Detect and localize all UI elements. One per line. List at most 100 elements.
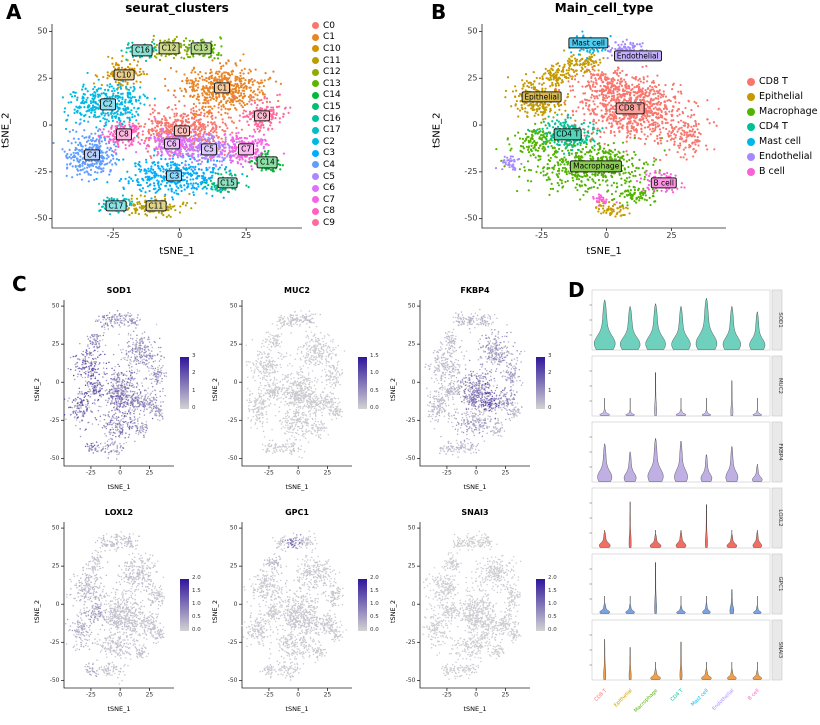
cluster-label: C4: [83, 149, 100, 161]
colorbar-tick: 2.0: [192, 575, 201, 581]
legend-label: C16: [323, 113, 341, 124]
legend-item: C2: [312, 136, 341, 148]
gene-strip: [771, 421, 783, 483]
legend-swatch: [312, 33, 319, 41]
legend-label: CD8 T: [759, 76, 788, 87]
gene-strip: [771, 487, 783, 549]
legend-item: C4: [312, 159, 341, 171]
violin: [695, 297, 718, 350]
cluster-label: CD8 T: [615, 102, 645, 114]
violin: [597, 443, 613, 482]
legend-swatch: [747, 137, 755, 146]
legend-swatch: [312, 115, 319, 123]
feature-plot-area: [400, 296, 532, 482]
violin: [628, 501, 632, 548]
violin: [599, 602, 610, 614]
colorbar-tick: 1.5: [370, 353, 379, 359]
violin: [729, 589, 734, 614]
feature-xlabel: tSNE_1: [285, 483, 309, 491]
violin: [701, 668, 712, 680]
legend-label: C15: [323, 101, 341, 112]
violin: [727, 668, 737, 680]
legend-label: C2: [323, 136, 336, 147]
cluster-label: C14: [257, 156, 278, 169]
legend-swatch: [747, 107, 755, 116]
category-label: CD4 T: [670, 687, 686, 703]
legend-label: C7: [323, 194, 336, 205]
gene-strip: [771, 355, 783, 417]
category-label: B cell: [747, 688, 761, 702]
cluster-label: C3: [166, 169, 183, 182]
panel-a: A seurat_clusters tSNE_2 C0 C1 C2 C3 C4 C5 C6 C…: [0, 0, 415, 265]
cluster-label: C2: [99, 98, 116, 111]
violin: [674, 440, 688, 482]
colorbar-tick: 1: [192, 387, 196, 394]
legend-item: C14: [312, 90, 341, 102]
colorbar-tick: 2.0: [548, 575, 557, 581]
feature-title: FKBP4: [460, 286, 490, 295]
legend-label: C17: [323, 125, 341, 136]
panel-b-title: Main_cell_type: [554, 1, 654, 15]
violin: [675, 530, 687, 548]
legend-swatch: [312, 103, 319, 111]
feature-ylabel: tSNE_2: [211, 377, 219, 401]
violin: [726, 533, 737, 548]
panel-a-title: seurat_clusters: [125, 1, 229, 15]
gene-strip: [771, 619, 783, 681]
legend-swatch: [312, 80, 319, 88]
legend-item: C16: [312, 113, 341, 125]
legend-item: C17: [312, 124, 341, 136]
feature-canvas: [400, 296, 532, 482]
colorbar-tick: 1.5: [192, 588, 201, 594]
violin: [749, 311, 766, 350]
cluster-label: C5: [200, 143, 217, 156]
panel-b-ylabel: tSNE_2: [431, 112, 443, 148]
colorbar-tick: 0.0: [370, 627, 379, 633]
violin: [628, 647, 632, 680]
legend-item: C6: [312, 182, 341, 194]
feature-ylabel: tSNE_2: [211, 599, 219, 623]
feature-plot-SNAI3: SNAI3 tSNE_2 tSNE_1 2.0 1.5 1.0 0.5 0.0: [388, 508, 558, 723]
violin: [645, 302, 666, 350]
gene-strip-label: FKBP4: [777, 443, 783, 461]
legend-item: C7: [312, 194, 341, 206]
legend-item: C1: [312, 32, 341, 44]
legend-item: C3: [312, 148, 341, 160]
colorbar-tick: 0: [192, 405, 196, 411]
feature-xlabel: tSNE_1: [107, 483, 131, 491]
violin-svg: SOD1 MUC2 FKBP4 LOXL2 GPC1 SNAI3 CD8 T Epitheli…: [589, 289, 783, 714]
legend-swatch: [747, 122, 755, 131]
panel-b-legend: CD8 T Epithelial Macrophage CD4 T Mast cell E…: [747, 74, 818, 179]
colorbar-tick: 0.5: [192, 614, 201, 620]
violin: [625, 409, 635, 416]
violin: [676, 605, 686, 614]
gene-strip-label: SNAI3: [777, 642, 783, 659]
cluster-label: C8: [115, 128, 132, 141]
violin: [599, 408, 610, 416]
feature-title: GPC1: [285, 508, 309, 517]
cluster-label: Epithelial: [521, 91, 563, 103]
legend-label: C10: [323, 43, 341, 54]
cluster-label: C17: [105, 199, 127, 212]
legend-item: C15: [312, 101, 341, 113]
feature-canvas: [44, 296, 176, 482]
cluster-label: Mast cell: [568, 37, 609, 49]
feature-xlabel: tSNE_1: [285, 705, 309, 713]
legend-swatch: [312, 196, 319, 204]
violin: [654, 562, 657, 614]
violin: [650, 668, 661, 680]
feature-plot-LOXL2: LOXL2 tSNE_2 tSNE_1 2.0 1.5 1.0 0.5 0.0: [32, 508, 202, 723]
legend-swatch: [747, 92, 755, 101]
legend-item: Macrophage: [747, 104, 818, 119]
panel-b-letter: B: [431, 0, 447, 24]
legend-swatch: [747, 77, 755, 86]
colorbar: [358, 357, 367, 409]
feature-plot-grid: SOD1 tSNE_2 tSNE_1 3 2 1 0 MUC2 tSNE_2 tSNE_1 1.5 1…: [0, 268, 562, 725]
colorbar-tick: 0.0: [370, 405, 379, 411]
violin: [701, 409, 711, 416]
colorbar-tick: 1.5: [370, 588, 379, 594]
legend-label: Macrophage: [759, 106, 818, 117]
cluster-label: C13: [190, 42, 212, 55]
feature-plot-area: [400, 518, 532, 704]
